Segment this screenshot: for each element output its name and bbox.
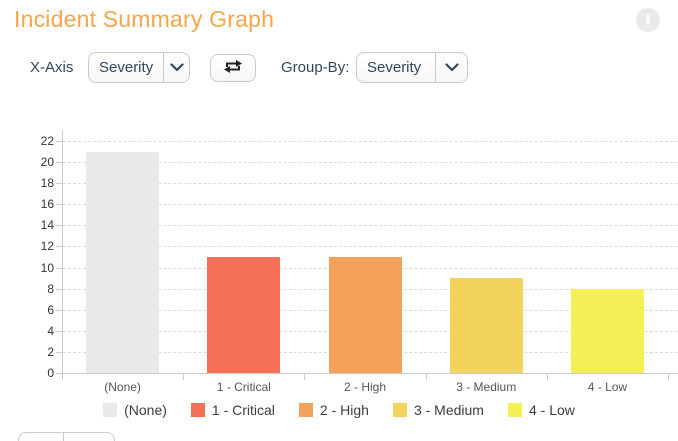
legend-item[interactable]: (None) bbox=[103, 402, 167, 418]
legend-item[interactable]: 3 - Medium bbox=[392, 402, 484, 418]
x-axis-category-label: 3 - Medium bbox=[456, 380, 517, 394]
cutoff-bottom-control[interactable] bbox=[18, 432, 115, 441]
x-axis-tick bbox=[304, 374, 306, 380]
y-axis-tick-label: 10 bbox=[40, 260, 54, 275]
swap-axes-button[interactable] bbox=[210, 54, 256, 82]
legend-swatch-icon bbox=[190, 403, 205, 417]
y-axis-tick bbox=[56, 267, 62, 269]
x-axis-category-label: (None) bbox=[104, 380, 141, 394]
x-axis-category-label: 2 - High bbox=[343, 380, 387, 394]
group-by-select-value: Severity bbox=[367, 59, 422, 76]
bar-4-low[interactable] bbox=[570, 288, 644, 373]
x-axis-select[interactable]: Severity bbox=[88, 52, 190, 83]
y-axis-tick-label: 4 bbox=[47, 323, 54, 338]
x-axis-tick bbox=[425, 374, 427, 380]
group-by-label: Group-By: bbox=[281, 59, 350, 76]
bar-slot bbox=[547, 130, 668, 373]
x-axis-labels: (None) 1 - Critical 2 - High 3 - Medium 4 - … bbox=[62, 380, 668, 394]
y-axis-tick-label: 6 bbox=[47, 302, 54, 317]
y-axis-tick bbox=[56, 309, 62, 311]
bar-slot bbox=[62, 130, 183, 373]
y-axis-tick bbox=[56, 225, 62, 227]
swap-arrows-icon bbox=[223, 59, 243, 77]
legend-label: 4 - Low bbox=[528, 402, 575, 418]
legend-swatch-icon bbox=[392, 403, 407, 417]
bar-3-medium[interactable] bbox=[449, 278, 523, 373]
bar-slot bbox=[183, 130, 304, 373]
chevron-down-icon bbox=[163, 53, 189, 82]
x-axis-category-label: 4 - Low bbox=[587, 380, 628, 394]
x-axis-select-value: Severity bbox=[99, 59, 154, 76]
x-axis-category-label: 1 - Critical bbox=[216, 380, 271, 394]
gridline bbox=[63, 225, 678, 227]
chart-controls: X-Axis Severity Group-By: Severity bbox=[0, 52, 678, 85]
legend-label: 2 - High bbox=[319, 402, 369, 418]
bar-slot bbox=[304, 130, 425, 373]
gridline bbox=[63, 141, 678, 142]
x-axis-line bbox=[62, 373, 678, 374]
y-axis-line bbox=[62, 130, 63, 374]
legend-swatch-icon bbox=[298, 403, 313, 417]
y-axis-tick-label: 18 bbox=[40, 176, 54, 191]
bars-container bbox=[62, 130, 668, 373]
y-axis-tick-label: 8 bbox=[47, 281, 54, 296]
x-axis-tick bbox=[546, 374, 548, 380]
legend-label: 3 - Medium bbox=[413, 402, 484, 418]
legend-item[interactable]: 2 - High bbox=[298, 402, 369, 418]
y-axis-tick-label: 0 bbox=[47, 366, 54, 380]
legend-label: (None) bbox=[124, 402, 167, 418]
legend-swatch-icon bbox=[103, 403, 118, 417]
y-axis-tick bbox=[56, 351, 62, 353]
x-axis-tick bbox=[668, 374, 669, 380]
cutoff-control-segment bbox=[19, 433, 64, 441]
y-axis-tick bbox=[56, 162, 62, 164]
bar-slot bbox=[426, 130, 547, 373]
y-axis-tick bbox=[56, 204, 62, 206]
y-axis-tick-label: 22 bbox=[40, 134, 54, 148]
gridline bbox=[63, 204, 678, 206]
y-axis-tick bbox=[56, 141, 62, 142]
bar-chart: 0 2 4 6 8 10 12 14 16 18 20 22 (None) 1 - Critical 2 -… bbox=[0, 130, 678, 397]
legend-item[interactable]: 1 - Critical bbox=[190, 402, 275, 418]
bar-2-high[interactable] bbox=[328, 257, 402, 373]
y-axis-tick bbox=[56, 373, 62, 374]
y-axis-tick bbox=[56, 288, 62, 290]
page-title: Incident Summary Graph bbox=[14, 6, 275, 32]
x-axis-label: X-Axis bbox=[30, 59, 74, 76]
y-axis-tick-label: 14 bbox=[40, 218, 54, 233]
y-axis-tick bbox=[56, 183, 62, 185]
y-axis-tick-label: 2 bbox=[47, 344, 54, 359]
legend-label: 1 - Critical bbox=[211, 402, 275, 418]
group-by-select[interactable]: Severity bbox=[356, 52, 468, 83]
x-axis-tick bbox=[62, 374, 63, 380]
y-axis-tick-label: 12 bbox=[40, 239, 54, 254]
info-icon[interactable]: i bbox=[636, 8, 660, 32]
y-axis-tick-label: 20 bbox=[40, 155, 54, 170]
gridline bbox=[63, 246, 678, 248]
chevron-down-icon bbox=[435, 53, 467, 82]
y-axis-tick bbox=[56, 330, 62, 332]
y-axis-tick-label: 16 bbox=[40, 197, 54, 212]
gridline bbox=[63, 183, 678, 185]
y-axis-tick bbox=[56, 246, 62, 248]
chart-legend: (None) 1 - Critical 2 - High 3 - Medium 4 - … bbox=[0, 402, 678, 418]
x-axis-tick bbox=[183, 374, 185, 380]
legend-item[interactable]: 4 - Low bbox=[507, 402, 575, 418]
gridline bbox=[63, 162, 678, 164]
legend-swatch-icon bbox=[507, 403, 522, 417]
bar-1-critical[interactable] bbox=[207, 257, 281, 373]
bar-none[interactable] bbox=[86, 151, 160, 373]
